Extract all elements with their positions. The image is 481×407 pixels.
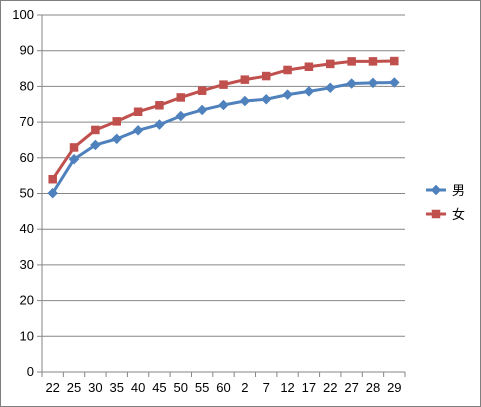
series-1-point [218, 99, 229, 111]
series-2-point [155, 101, 164, 110]
series-2-point [91, 125, 100, 135]
series-2-point [69, 143, 79, 152]
y-tick-label: 0 [27, 364, 34, 379]
series-1-point [47, 187, 59, 199]
series-1-point [175, 110, 187, 122]
y-tick-label: 50 [20, 186, 34, 201]
x-tick-label: 7 [263, 380, 270, 395]
x-tick-label: 55 [195, 380, 209, 395]
y-tick-label: 100 [12, 7, 34, 22]
x-tick-label: 50 [174, 380, 188, 395]
series-1-point [324, 82, 336, 94]
gridlines [42, 14, 405, 337]
x-tick-label: 45 [152, 380, 166, 395]
series-1-point [260, 93, 272, 105]
series-1-point [90, 139, 101, 151]
x-tick-label: 25 [67, 380, 81, 395]
x-tick-label: 28 [366, 380, 380, 395]
series-1-point [346, 78, 357, 89]
series-1-point [196, 104, 208, 116]
y-tick-label: 80 [20, 78, 34, 93]
y-tick-label: 70 [20, 114, 34, 129]
series-2-point [326, 59, 335, 69]
series-1-point [132, 124, 144, 136]
x-tick-label: 22 [323, 380, 337, 395]
series-2-point [283, 65, 292, 75]
series-2-point [240, 75, 250, 84]
y-tick-label: 30 [20, 257, 34, 272]
series-2-point [176, 93, 186, 102]
series-2-point [112, 117, 121, 126]
x-axis-tick-labels: 22 25 30 35 40 45 50 55 60 2 7 12 17 22 27 28 29 [45, 380, 401, 395]
legend-label: 男 [452, 183, 465, 198]
axes [37, 14, 406, 377]
series-1-point [111, 133, 123, 145]
series-2-point [304, 62, 314, 72]
x-tick-label: 30 [88, 380, 102, 395]
series-1-point [282, 89, 293, 100]
x-tick-label: 22 [45, 380, 59, 395]
series-2-point [368, 57, 378, 66]
x-tick-label: 2 [241, 380, 248, 395]
series-2-point [390, 56, 399, 66]
series-2-point [48, 174, 57, 184]
series-markers [47, 56, 400, 199]
series-line-1 [51, 80, 396, 195]
series-1-point [154, 119, 165, 130]
series-1-point [239, 95, 251, 107]
series-2-point [261, 71, 271, 81]
series-1-point [303, 86, 315, 97]
y-tick-label: 20 [20, 293, 34, 308]
series-1-point [367, 77, 379, 89]
y-axis-tick-labels: 0 10 20 30 40 50 60 70 80 90 100 [12, 7, 34, 379]
x-tick-label: 35 [110, 380, 124, 395]
y-tick-label: 40 [20, 221, 34, 236]
series-2-point [219, 80, 228, 89]
x-tick-label: 17 [302, 380, 316, 395]
x-tick-label: 60 [216, 380, 230, 395]
series-2-point [347, 57, 356, 66]
series-1-point [68, 153, 80, 165]
y-tick-label: 90 [20, 43, 34, 58]
series-2-point [133, 107, 143, 116]
y-tick-label: 10 [20, 328, 34, 343]
series-1-point [388, 77, 400, 88]
legend-swatch-marker [431, 209, 441, 219]
series-line-2 [51, 59, 396, 181]
y-tick-label: 60 [20, 150, 34, 165]
x-tick-label: 29 [387, 380, 401, 395]
legend-swatch-marker [430, 184, 442, 196]
legend: 男女 [426, 183, 465, 222]
series-2-point [197, 86, 207, 95]
legend-label: 女 [452, 207, 465, 222]
x-tick-label: 40 [131, 380, 145, 395]
x-tick-label: 27 [344, 380, 358, 395]
x-tick-label: 12 [280, 380, 294, 395]
